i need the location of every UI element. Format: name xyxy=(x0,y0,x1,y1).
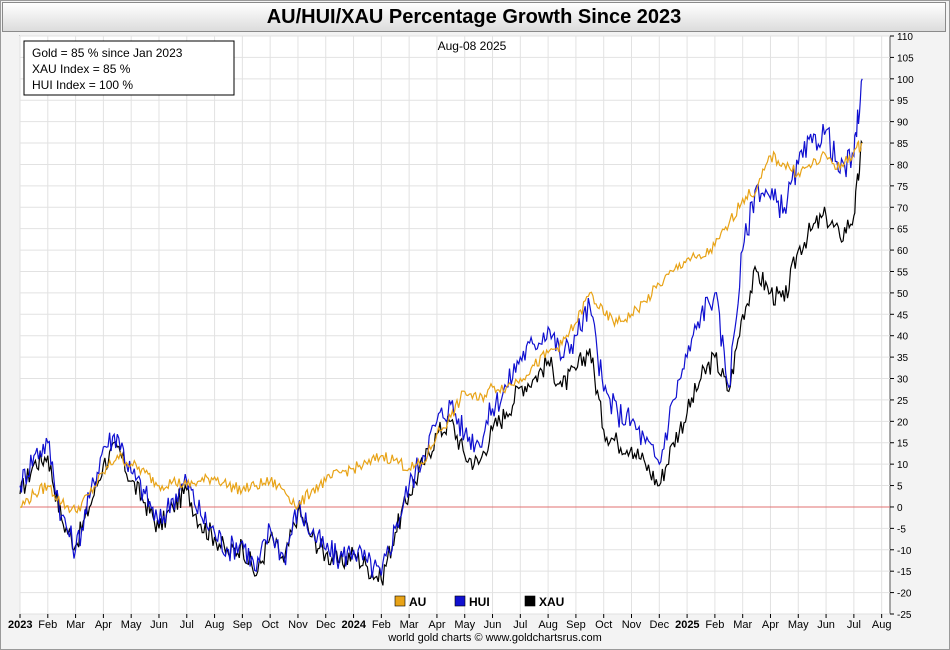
y-tick-label: 60 xyxy=(897,246,909,257)
y-axis-ticks: -25 -20 -15 -10 -5 0 5 10 15 20 25 30 35 40 45 50 55 60 65… xyxy=(890,32,914,621)
y-tick-label: 75 xyxy=(897,182,909,193)
y-tick-label: 15 xyxy=(897,439,909,450)
credit: world gold charts © www.goldchartsrus.co… xyxy=(387,632,602,644)
x-tick-label: Feb xyxy=(372,619,391,631)
x-tick-label: May xyxy=(788,619,809,631)
x-tick-label: 2025 xyxy=(675,619,699,631)
y-tick-label: 40 xyxy=(897,332,909,343)
y-tick-label: -10 xyxy=(897,546,912,557)
x-tick-label: Oct xyxy=(595,619,612,631)
x-axis-ticks: 2023 Feb Mar Apr May Jun Jul Aug Sep Oct Nov Dec 202… xyxy=(8,614,891,631)
y-tick-label: 90 xyxy=(897,118,909,129)
legend-label-xau: XAU xyxy=(539,595,564,609)
info-line-gold: Gold = 85 % since Jan 2023 xyxy=(32,46,183,60)
y-tick-label: 70 xyxy=(897,203,909,214)
x-tick-label: Mar xyxy=(66,619,85,631)
x-tick-label: 2023 xyxy=(8,619,32,631)
x-tick-label: Apr xyxy=(95,619,112,631)
x-tick-label: Nov xyxy=(288,619,308,631)
info-line-hui: HUI Index = 100 % xyxy=(32,78,133,92)
y-tick-label: -15 xyxy=(897,567,912,578)
y-tick-label: 105 xyxy=(897,53,914,64)
legend-label-au: AU xyxy=(409,595,426,609)
x-tick-label: Sep xyxy=(233,619,253,631)
x-tick-label: Nov xyxy=(622,619,642,631)
x-tick-label: Oct xyxy=(262,619,279,631)
x-tick-label: Apr xyxy=(762,619,779,631)
x-tick-label: Apr xyxy=(428,619,445,631)
chart-title: AU/HUI/XAU Percentage Growth Since 2023 xyxy=(266,6,682,28)
y-tick-label: 20 xyxy=(897,417,909,428)
date-label: Aug-08 2025 xyxy=(438,39,507,53)
y-tick-label: -25 xyxy=(897,610,912,621)
legend-swatch-xau xyxy=(524,595,536,607)
series-line-hui xyxy=(19,78,863,578)
x-tick-label: Aug xyxy=(872,619,892,631)
x-tick-label: May xyxy=(121,619,142,631)
y-tick-label: 5 xyxy=(897,482,903,493)
y-tick-label: 85 xyxy=(897,139,909,150)
y-tick-label: -20 xyxy=(897,589,912,600)
x-tick-label: Mar xyxy=(400,619,419,631)
x-tick-label: Jul xyxy=(513,619,527,631)
x-tick-label: Dec xyxy=(316,619,336,631)
y-tick-label: 45 xyxy=(897,310,909,321)
x-tick-label: Jul xyxy=(180,619,194,631)
x-tick-label: Jul xyxy=(847,619,861,631)
x-tick-label: Mar xyxy=(733,619,752,631)
y-tick-label: 100 xyxy=(897,75,914,86)
y-tick-label: 65 xyxy=(897,225,909,236)
legend-label-hui: HUI xyxy=(469,595,490,609)
x-tick-label: May xyxy=(454,619,475,631)
x-tick-label: Aug xyxy=(205,619,225,631)
info-line-xau: XAU Index = 85 % xyxy=(32,62,131,76)
x-tick-label: Sep xyxy=(566,619,586,631)
y-tick-label: 95 xyxy=(897,96,909,107)
title-bar: AU/HUI/XAU Percentage Growth Since 2023 xyxy=(2,2,946,32)
x-tick-label: Feb xyxy=(705,619,724,631)
series-line-au xyxy=(19,139,863,514)
grid xyxy=(19,35,890,615)
y-tick-label: 80 xyxy=(897,160,909,171)
y-tick-label: 55 xyxy=(897,267,909,278)
y-tick-label: 35 xyxy=(897,353,909,364)
plot-background xyxy=(19,35,891,615)
x-tick-label: Jun xyxy=(484,619,502,631)
y-tick-label: -5 xyxy=(897,524,906,535)
x-tick-label: Dec xyxy=(650,619,670,631)
legend-swatch-au xyxy=(394,595,406,607)
y-tick-label: 50 xyxy=(897,289,909,300)
info-box xyxy=(23,40,235,96)
y-tick-label: 110 xyxy=(897,32,913,43)
x-tick-label: Feb xyxy=(38,619,57,631)
x-tick-label: 2024 xyxy=(342,619,367,631)
y-tick-label: 30 xyxy=(897,375,909,386)
y-tick-label: 25 xyxy=(897,396,909,407)
y-tick-label: 10 xyxy=(897,460,909,471)
x-tick-label: Aug xyxy=(538,619,558,631)
series-lines xyxy=(19,78,863,586)
legend: AU HUI XAU xyxy=(394,595,564,609)
series-line-xau xyxy=(19,139,863,586)
legend-swatch-hui xyxy=(454,595,466,607)
x-tick-label: Jun xyxy=(817,619,835,631)
x-tick-label: Jun xyxy=(150,619,168,631)
y-tick-label: 0 xyxy=(897,503,903,514)
